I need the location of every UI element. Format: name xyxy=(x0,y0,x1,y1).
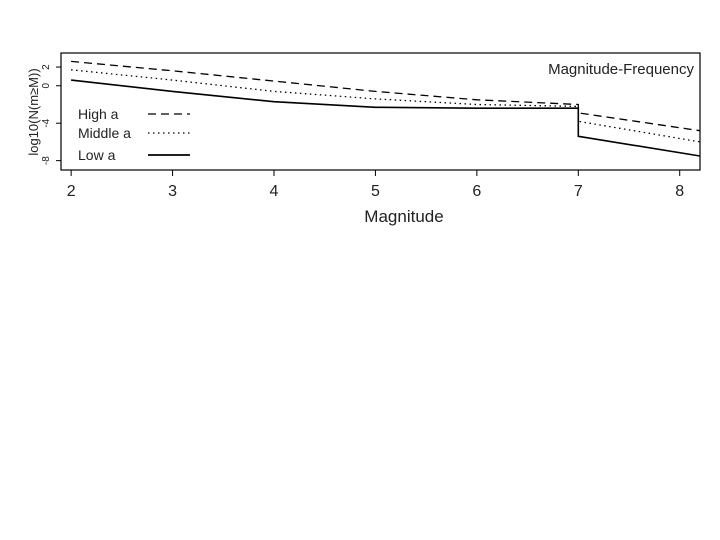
legend: High a Middle a Low a xyxy=(78,106,190,163)
x-tick-label: 5 xyxy=(371,183,380,200)
series-lines xyxy=(71,60,701,157)
x-tick-label: 6 xyxy=(472,183,481,200)
y-axis-title: log10(N(m≥M)) xyxy=(26,68,41,155)
x-axis-title: Magnitude xyxy=(364,207,443,226)
plot-frame xyxy=(60,52,701,171)
x-axis: 2 3 4 5 6 7 8 xyxy=(67,170,684,200)
series-line-solid xyxy=(71,79,701,157)
x-tick-label: 7 xyxy=(574,183,583,200)
x-tick-label: 3 xyxy=(168,183,177,200)
y-tick-label: 0 xyxy=(41,83,52,89)
y-tick-label: -4 xyxy=(41,118,52,127)
x-tick-label: 8 xyxy=(675,183,684,200)
y-tick-label: -8 xyxy=(41,156,52,165)
chart-title: Magnitude-Frequency xyxy=(548,61,694,78)
x-tick-label: 2 xyxy=(67,183,76,200)
legend-label: High a xyxy=(78,106,119,122)
y-tick-label: 2 xyxy=(41,64,52,70)
legend-label: Low a xyxy=(78,147,116,163)
x-tick-label: 4 xyxy=(270,183,279,200)
series-line-dashed xyxy=(71,60,701,132)
legend-label: Middle a xyxy=(78,125,131,141)
series-line-dotted xyxy=(71,69,701,143)
y-axis: 2 0 -4 -8 xyxy=(41,64,61,165)
